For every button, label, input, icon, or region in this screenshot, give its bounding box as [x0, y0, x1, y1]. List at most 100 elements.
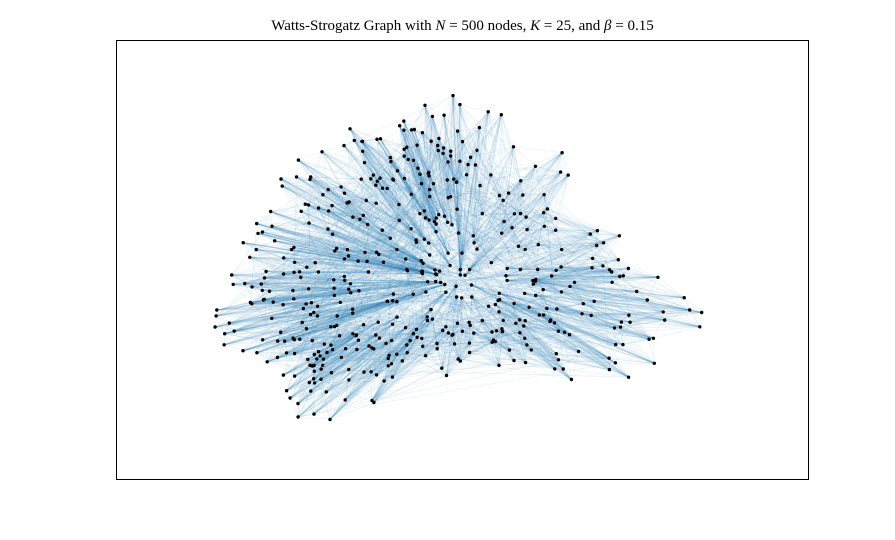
graph-edge	[357, 147, 408, 262]
graph-edge	[364, 162, 381, 179]
graph-edge	[310, 176, 361, 220]
graph-edge	[458, 233, 461, 270]
graph-edge	[397, 170, 449, 254]
graph-edge	[403, 129, 423, 134]
graph-edge	[438, 138, 444, 149]
graph-edge	[280, 178, 422, 262]
graph-edge	[323, 150, 478, 360]
graph-edge	[555, 218, 597, 246]
graph-edge	[257, 233, 337, 249]
graph-edge	[282, 185, 361, 220]
graph-edge	[344, 258, 359, 262]
graph-edge	[417, 168, 435, 222]
graph-edge	[294, 261, 407, 270]
graph-edge	[502, 200, 505, 222]
graph-edge	[447, 161, 458, 210]
graph-edge	[502, 180, 522, 201]
graph-edge	[464, 194, 545, 276]
graph-edge	[377, 174, 569, 182]
graph-edge	[266, 266, 307, 272]
graph-edge	[437, 145, 455, 344]
graph-edge	[450, 155, 453, 225]
graph-edge	[308, 204, 354, 218]
graph-edge	[432, 116, 451, 197]
graph-edge	[520, 244, 539, 270]
graph-edge	[503, 152, 563, 222]
graph-edge	[406, 269, 631, 323]
graph-edge	[256, 249, 422, 273]
graph-edge	[308, 222, 423, 272]
graph-edge	[433, 183, 515, 215]
graph-edge	[422, 132, 616, 345]
graph-edge	[344, 258, 368, 262]
graph-edge	[322, 192, 345, 196]
graph-edge	[397, 170, 412, 195]
graph-edge	[459, 111, 489, 270]
graph-edge	[392, 180, 522, 325]
graph-edge	[362, 151, 394, 181]
graph-edge	[367, 224, 383, 231]
graph-edge	[291, 249, 437, 275]
graph-edge	[294, 260, 359, 263]
graph-edge	[256, 222, 310, 224]
graph-edge	[442, 153, 451, 197]
graph-edge	[428, 141, 432, 176]
graph-edge	[304, 204, 310, 224]
graph-edge	[344, 192, 412, 230]
graph-edge	[430, 141, 449, 198]
graph-edge	[437, 150, 449, 198]
graph-edge	[249, 256, 359, 262]
graph-edge	[378, 254, 437, 275]
graph-edge	[393, 179, 400, 205]
graph-edge	[270, 211, 333, 235]
graph-edge	[419, 174, 444, 331]
graph-edge	[229, 238, 425, 324]
graph-edge	[327, 228, 366, 253]
graph-edge	[456, 161, 461, 183]
graph-edge	[300, 266, 308, 278]
graph-edge	[333, 271, 369, 281]
graph-edge	[274, 240, 436, 275]
graph-edge	[404, 178, 449, 254]
graph-edge	[393, 179, 437, 232]
graph-edge	[256, 223, 275, 242]
graph-edge	[283, 266, 307, 275]
graph-edge	[327, 189, 333, 206]
graph-edge	[249, 256, 307, 268]
graph-edge	[416, 140, 432, 146]
graph-edge	[376, 181, 414, 295]
graph-edge	[373, 174, 394, 181]
graph-edge	[361, 141, 400, 205]
graph-edge	[256, 223, 379, 255]
graph-edge	[464, 218, 556, 276]
graph-edge	[403, 149, 449, 254]
graph-edge	[249, 256, 295, 273]
graph-edge	[452, 95, 469, 165]
graph-edge	[538, 242, 604, 245]
graph-edge	[310, 176, 436, 282]
graph-edge	[403, 130, 414, 334]
graph-edge	[399, 125, 408, 148]
graph-edge	[507, 230, 598, 269]
graph-edge	[482, 200, 504, 214]
graph-edge	[354, 140, 421, 214]
graph-edge	[318, 181, 458, 273]
graph-edge	[443, 147, 449, 163]
graph-edge	[332, 233, 555, 324]
graph-edge	[473, 164, 476, 243]
graph-edge	[522, 166, 536, 196]
graph-edge	[462, 141, 469, 165]
graph-edge	[297, 250, 336, 404]
graph-edge	[518, 242, 604, 247]
graph-edge	[526, 216, 556, 219]
graph-edge	[249, 256, 319, 273]
graph-edge	[306, 266, 423, 274]
graph-edge	[479, 146, 514, 186]
graph-edge	[410, 228, 431, 256]
graph-edge	[370, 178, 431, 256]
graph-edge	[450, 155, 458, 210]
graph-edge	[491, 262, 521, 270]
graph-edge	[405, 200, 504, 260]
graph-edge	[544, 225, 591, 235]
graph-edge	[461, 146, 514, 254]
